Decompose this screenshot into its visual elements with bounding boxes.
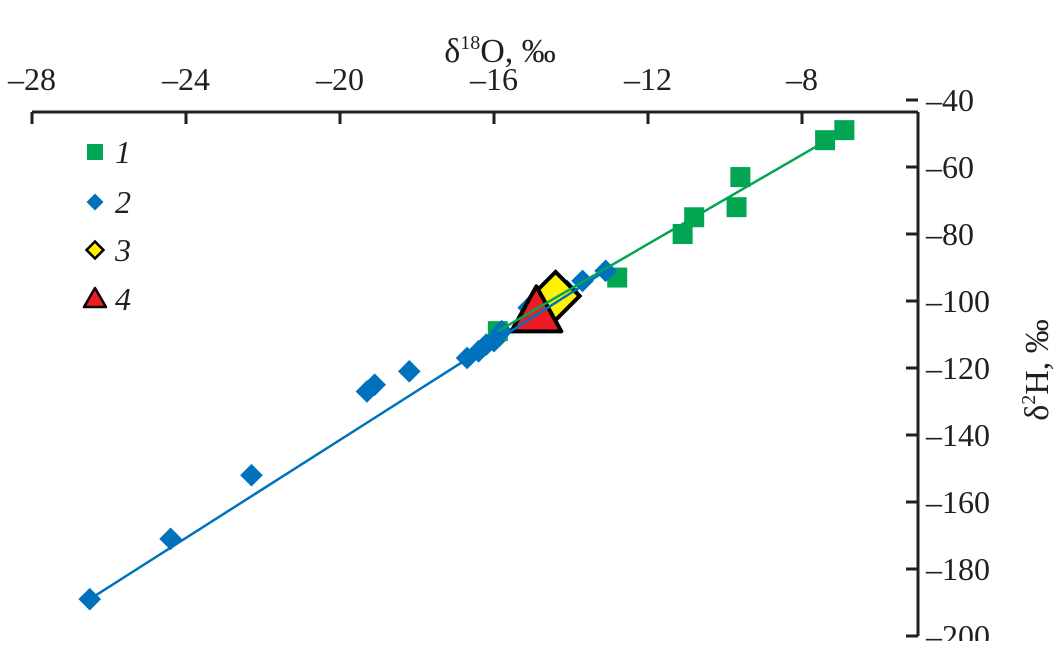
legend-marker-1 — [87, 144, 103, 160]
series-2-fit-line — [89, 269, 607, 601]
legend-marker-4 — [82, 286, 108, 309]
x-tick-label: –24 — [161, 61, 210, 97]
series-2-point — [240, 463, 263, 487]
x-tick-label: –16 — [469, 61, 518, 97]
y-tick-label: –80 — [925, 216, 974, 252]
y-tick-label: –140 — [925, 417, 990, 453]
x-axis-label: δ18O, ‰ — [444, 32, 556, 70]
series-2-point — [397, 360, 421, 383]
x-tick-label: –28 — [7, 61, 56, 97]
y-tick-label: –160 — [925, 484, 990, 520]
series-1-fit-line — [497, 129, 845, 333]
y-tick-label: –100 — [925, 283, 990, 319]
x-tick-label: –20 — [315, 61, 364, 97]
y-tick-label: –60 — [925, 149, 974, 185]
x-tick-label: –8 — [785, 61, 818, 97]
series-1-point — [730, 167, 751, 188]
y-tick-label: –180 — [925, 551, 990, 587]
series-2-point — [363, 373, 386, 397]
y-tick-label: –40 — [925, 82, 974, 118]
y-tick-label: –200 — [925, 618, 990, 641]
y-tick-label: –120 — [925, 350, 990, 386]
legend-marker-2 — [86, 193, 104, 211]
series-1-point — [672, 224, 693, 244]
series-1-point — [726, 197, 747, 218]
legend-label-3: 3 — [114, 232, 131, 268]
x-tick-label: –12 — [623, 61, 672, 97]
legend-marker-3 — [84, 239, 106, 261]
legend-label-1: 1 — [115, 134, 131, 170]
y-axis-label: δ2H, ‰ — [1018, 319, 1056, 421]
legend-label-4: 4 — [115, 281, 131, 317]
legend-label-2: 2 — [115, 184, 131, 220]
